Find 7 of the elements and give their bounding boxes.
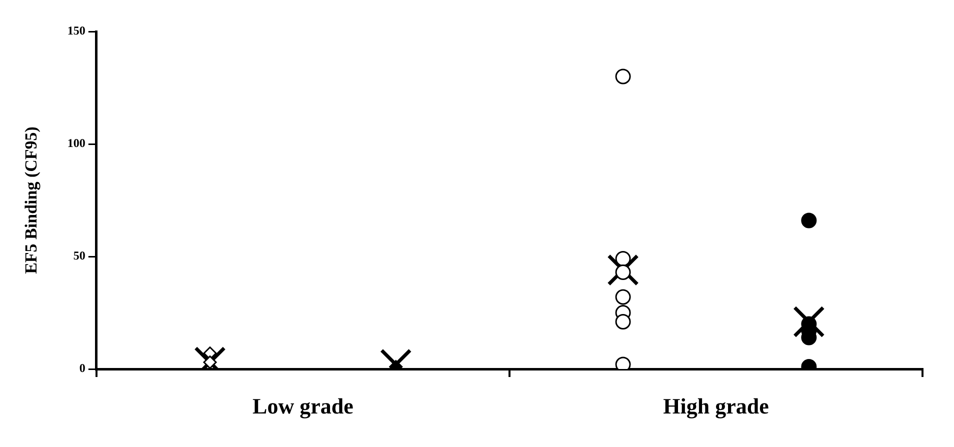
y-tick-label: 150 — [67, 24, 86, 38]
y-tick-label: 0 — [79, 361, 86, 376]
y-tick-label: 100 — [67, 136, 86, 150]
y-tick-label: 50 — [73, 248, 86, 263]
x-tick-label: Low grade — [252, 394, 354, 419]
y-axis-title: EF5 Binding (CF95) — [22, 126, 41, 274]
x-tick-label: High grade — [663, 394, 770, 419]
